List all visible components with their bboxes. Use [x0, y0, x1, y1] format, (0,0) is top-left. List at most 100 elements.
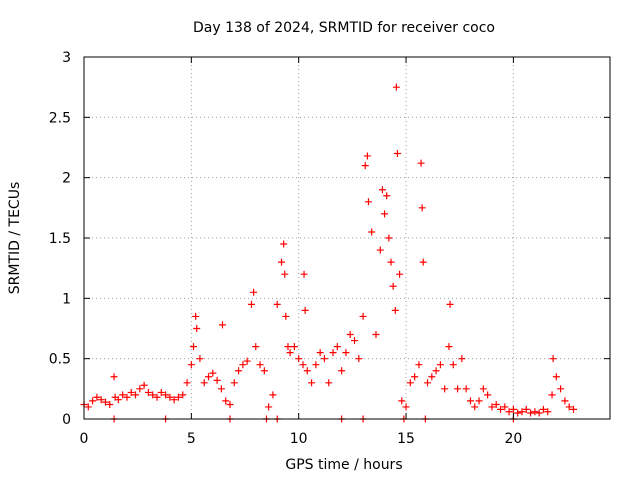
data-point [162, 391, 170, 399]
data-point [213, 376, 221, 384]
data-point [531, 408, 539, 416]
data-point [402, 403, 410, 411]
y-tick-label: 2 [62, 171, 71, 187]
data-point [378, 186, 386, 194]
data-point [393, 150, 401, 158]
data-point [252, 343, 260, 351]
data-point [174, 393, 182, 401]
data-point [325, 379, 333, 387]
data-point [505, 408, 513, 416]
data-point [522, 405, 530, 413]
data-point [466, 397, 474, 405]
data-point [359, 312, 367, 320]
y-axis-label: SRMTID / TECUs [7, 182, 23, 295]
data-point [243, 357, 251, 365]
data-point [316, 349, 324, 357]
data-point [411, 373, 419, 381]
data-point [570, 405, 578, 413]
data-point [300, 270, 308, 278]
data-point [392, 83, 400, 91]
data-point [209, 369, 217, 377]
y-tick-label: 2.5 [49, 110, 71, 126]
data-point [492, 401, 500, 409]
data-point [501, 403, 509, 411]
data-point [235, 367, 243, 375]
data-point [488, 403, 496, 411]
data-point [539, 405, 547, 413]
data-point [406, 379, 414, 387]
x-tick-label: 15 [397, 431, 415, 447]
data-point [303, 367, 311, 375]
data-point [273, 300, 281, 308]
data-point [256, 361, 264, 369]
data-point [280, 240, 288, 248]
data-point [265, 403, 273, 411]
data-point [557, 385, 565, 393]
x-axis-label: GPS time / hours [285, 457, 402, 473]
data-point [282, 312, 290, 320]
data-point [355, 355, 363, 363]
data-point [449, 361, 457, 369]
data-point [361, 162, 369, 170]
data-point [342, 349, 350, 357]
data-point [284, 343, 292, 351]
data-points [80, 83, 578, 423]
data-point [514, 409, 522, 417]
data-point [346, 331, 354, 339]
data-point [548, 391, 556, 399]
data-point [153, 393, 161, 401]
data-point [552, 373, 560, 381]
y-tick-label: 0 [62, 412, 71, 428]
data-point [157, 388, 165, 396]
data-point [301, 306, 309, 314]
data-point [338, 367, 346, 375]
data-point [278, 258, 286, 266]
data-point [535, 409, 543, 417]
data-point [458, 355, 466, 363]
data-point [189, 343, 197, 351]
data-point [445, 343, 453, 351]
data-point [183, 379, 191, 387]
data-point [385, 234, 393, 242]
data-point [428, 373, 436, 381]
y-tick-label: 3 [62, 50, 71, 66]
data-point [383, 192, 391, 200]
data-point [527, 409, 535, 417]
data-point [106, 401, 114, 409]
data-point [290, 343, 298, 351]
data-point [110, 373, 118, 381]
data-point [239, 361, 247, 369]
chart-title: Day 138 of 2024, SRMTID for receiver coc… [193, 20, 495, 36]
data-point [281, 270, 289, 278]
x-tick-label: 10 [290, 431, 308, 447]
data-point [222, 397, 230, 405]
data-point [391, 306, 399, 314]
data-point [205, 373, 213, 381]
data-point [351, 337, 359, 345]
data-point [398, 397, 406, 405]
data-point [381, 210, 389, 218]
data-point [89, 397, 97, 405]
data-point [418, 204, 426, 212]
data-point [97, 396, 105, 404]
data-point [441, 385, 449, 393]
data-point [170, 396, 178, 404]
data-point [389, 282, 397, 290]
data-point [200, 379, 208, 387]
data-point [329, 349, 337, 357]
data-point [376, 246, 384, 254]
data-point [446, 300, 454, 308]
data-point [269, 391, 277, 399]
data-point [192, 312, 200, 320]
y-tick-label: 1 [62, 291, 71, 307]
data-point [436, 361, 444, 369]
data-point [549, 355, 557, 363]
x-tick-label: 5 [187, 431, 196, 447]
data-point [320, 355, 328, 363]
data-point [286, 349, 294, 357]
data-point [364, 198, 372, 206]
data-point [509, 405, 517, 413]
data-point [123, 393, 131, 401]
data-point [218, 321, 226, 329]
